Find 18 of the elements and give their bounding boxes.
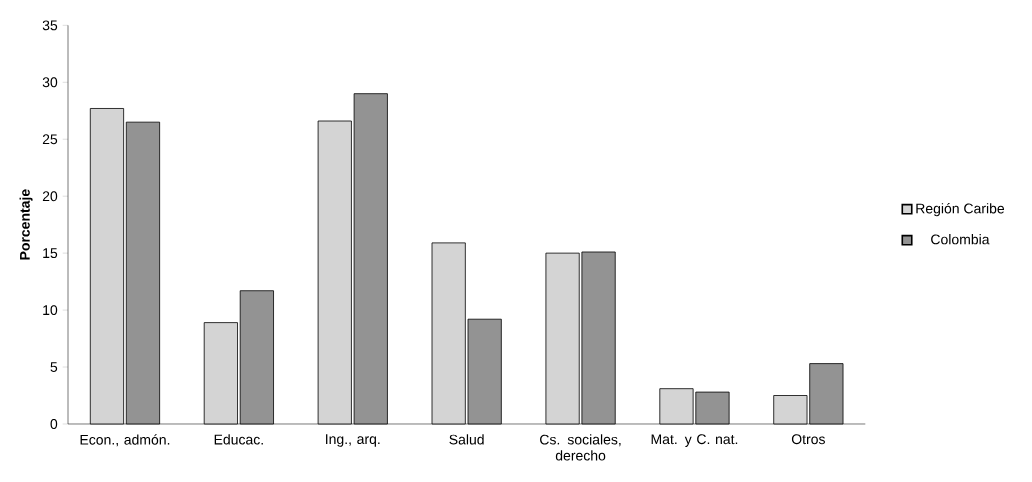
y-tick-label: 15 bbox=[43, 248, 58, 259]
legend-label: Región Caribe bbox=[916, 203, 1005, 217]
x-tick-label: Educac. bbox=[214, 434, 263, 445]
y-axis-title: Porcentaje bbox=[19, 189, 33, 260]
y-tick-label: 0 bbox=[50, 419, 58, 429]
y-tick-label: 35 bbox=[42, 20, 58, 31]
y-tick-label: 10 bbox=[43, 305, 58, 316]
x-tick-label: Cs. sociales, derecho bbox=[540, 434, 621, 461]
x-tick-label: Otros bbox=[791, 434, 825, 445]
legend-label: Colombia bbox=[931, 234, 990, 245]
x-tick-label: Ing., arq. bbox=[326, 434, 380, 447]
y-tick-label: 25 bbox=[42, 134, 58, 145]
x-tick-label: Mat. y C. nat. bbox=[651, 434, 738, 447]
x-tick-label: Salud bbox=[449, 434, 484, 445]
y-tick-label: 20 bbox=[42, 191, 58, 202]
x-tick-label: Econ., admón. bbox=[80, 434, 170, 447]
y-tick-label: 30 bbox=[42, 77, 58, 88]
y-tick-label: 5 bbox=[50, 362, 58, 372]
